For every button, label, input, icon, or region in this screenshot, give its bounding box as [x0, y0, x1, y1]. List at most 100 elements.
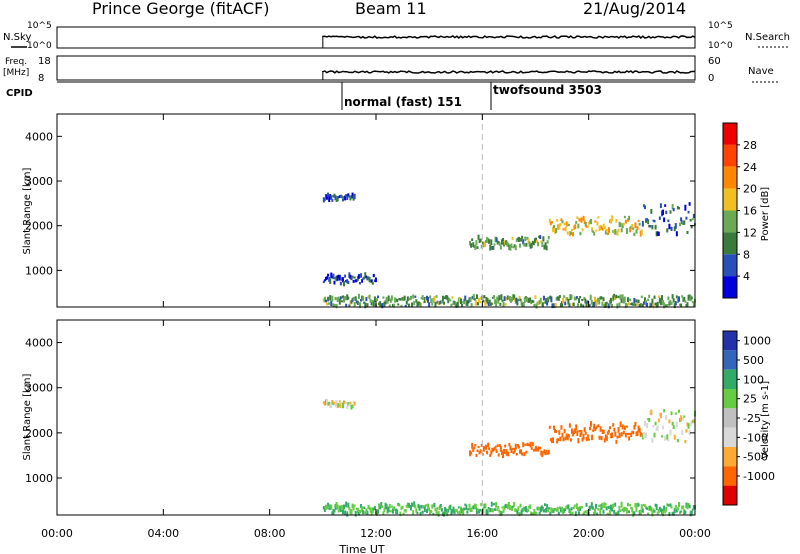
colorbar-segment — [723, 166, 737, 189]
colorbar-tick-label: -500 — [743, 451, 768, 464]
echo-cell — [513, 294, 516, 300]
echo-cell — [514, 443, 517, 450]
echo-cell — [498, 509, 501, 513]
echo-cell — [650, 208, 653, 214]
echo-cell — [399, 298, 402, 301]
echo-cell — [536, 240, 539, 243]
echo-cell — [537, 241, 540, 247]
echo-cell — [487, 442, 490, 448]
echo-cell — [539, 297, 542, 303]
echo-cell — [633, 511, 636, 516]
echo-cell — [586, 509, 589, 515]
echo-cell — [689, 422, 692, 427]
echo-cell — [690, 420, 693, 424]
echo-cell — [593, 423, 596, 430]
echo-cell — [656, 231, 659, 236]
echo-cell — [448, 505, 451, 510]
echo-cell — [584, 431, 587, 435]
echo-cell — [521, 508, 524, 512]
echo-cell — [562, 437, 565, 442]
echo-cell — [424, 297, 427, 302]
echo-cell — [532, 512, 535, 515]
colorbar-tick-label: 4 — [743, 270, 750, 283]
echo-cell — [340, 402, 343, 408]
echo-cell — [354, 510, 357, 517]
echo-cell — [506, 295, 509, 300]
echo-cell — [651, 511, 654, 517]
echo-cell — [617, 427, 620, 433]
echo-cell — [613, 509, 616, 514]
echo-cell — [372, 273, 375, 278]
echo-cell — [641, 433, 644, 440]
echo-cell — [569, 294, 572, 301]
echo-cell — [502, 509, 505, 513]
echo-cell — [641, 508, 644, 513]
echo-cell — [586, 434, 589, 439]
echo-cell — [631, 507, 634, 513]
echo-cell — [411, 302, 414, 308]
echo-cell — [329, 194, 332, 200]
echo-cell — [570, 294, 573, 299]
echo-cell — [503, 296, 506, 301]
echo-cell — [332, 303, 335, 307]
echo-cell — [559, 303, 562, 308]
echo-cell — [442, 301, 445, 305]
echo-cell — [594, 220, 597, 223]
echo-cell — [692, 302, 695, 307]
echo-cell — [331, 199, 334, 202]
echo-cell — [546, 504, 549, 510]
nsearch-tick-top: 10^5 — [708, 21, 733, 31]
echo-cell — [330, 195, 333, 200]
echo-cell — [609, 219, 612, 224]
velocity-colorbar-label: Velocity [m s-1] — [760, 381, 771, 459]
echo-cell — [613, 229, 616, 235]
echo-cell — [486, 450, 489, 455]
echo-cell — [682, 297, 685, 303]
echo-cell — [601, 227, 604, 231]
echo-cell — [441, 295, 444, 302]
echo-cell — [578, 430, 581, 433]
echo-cell — [539, 235, 542, 240]
echo-cell — [322, 197, 325, 203]
echo-cell — [635, 506, 638, 512]
echo-cell — [504, 303, 507, 306]
echo-cell — [372, 301, 375, 307]
echo-cell — [637, 503, 640, 507]
echo-cell — [526, 236, 529, 240]
echo-cell — [655, 504, 658, 511]
echo-cell — [341, 295, 344, 299]
echo-cell — [597, 216, 600, 219]
echo-cell — [633, 297, 636, 304]
echo-cell — [377, 295, 380, 299]
echo-cell — [653, 219, 656, 223]
echo-cell — [653, 432, 656, 438]
echo-cell — [347, 296, 350, 300]
echo-cell — [330, 300, 333, 307]
echo-cell — [510, 243, 513, 248]
echo-cell — [554, 428, 557, 433]
echo-cell — [328, 401, 331, 406]
echo-cell — [640, 504, 643, 510]
colorbar-segment — [723, 210, 737, 233]
station-title: Prince George (fitACF) — [92, 0, 270, 18]
echo-cell — [667, 439, 670, 442]
echo-cell — [529, 504, 532, 509]
echo-cell — [674, 223, 677, 229]
echo-cell — [520, 509, 523, 515]
echo-cell — [658, 297, 661, 304]
echo-cell — [553, 508, 556, 511]
echo-cell — [616, 435, 619, 439]
echo-cell — [507, 242, 510, 248]
echo-cell — [408, 505, 411, 508]
echo-cell — [517, 445, 520, 449]
echo-cell — [514, 245, 517, 251]
echo-cell — [487, 238, 490, 244]
echo-cell — [685, 303, 688, 308]
echo-cell — [390, 505, 393, 508]
echo-cell — [449, 299, 452, 302]
echo-cell — [344, 195, 347, 201]
echo-cell — [355, 300, 358, 304]
echo-cell — [435, 295, 438, 298]
echo-cell — [336, 275, 339, 281]
echo-cell — [475, 294, 478, 299]
